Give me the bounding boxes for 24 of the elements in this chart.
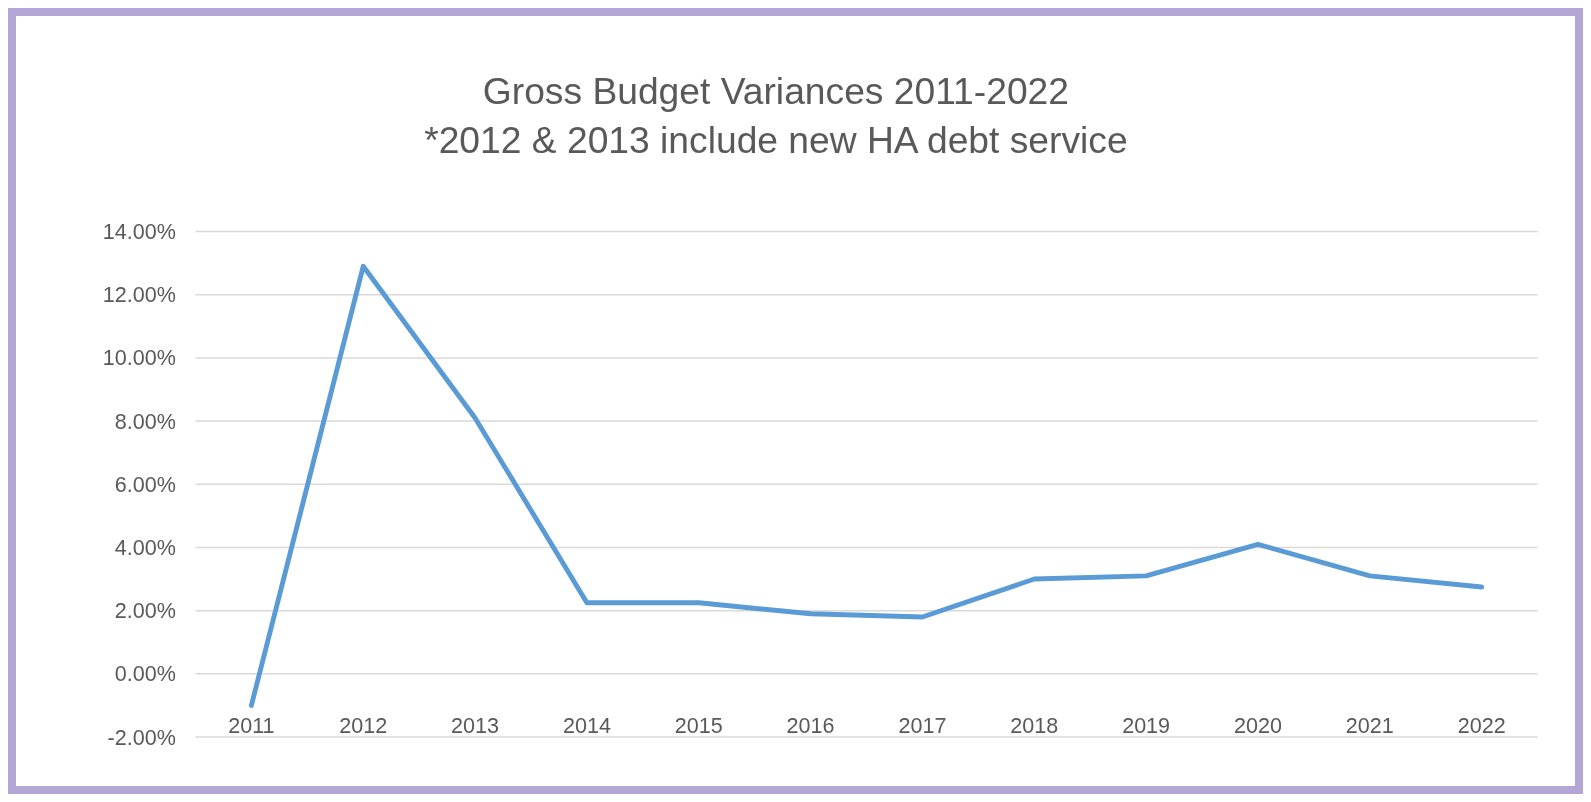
y-tick-label: 2.00% [114,598,176,624]
y-tick-label: 6.00% [114,471,176,497]
x-tick-label: 2015 [674,712,723,738]
x-tick-label: 2012 [339,712,388,738]
x-tick-label: 2014 [562,712,611,738]
x-tick-label: 2021 [1345,712,1394,738]
x-tick-label: 2020 [1234,712,1282,738]
x-tick-label: 2016 [786,712,835,738]
x-tick-label: 2013 [451,712,500,738]
y-tick-label: 14.00% [102,219,176,245]
y-tick-label: 12.00% [102,282,176,308]
x-tick-label: 2017 [898,712,947,738]
y-tick-label: 0.00% [114,661,176,687]
y-tick-label: 10.00% [102,345,176,371]
y-tick-label: 4.00% [114,535,176,560]
y-tick-label: -2.00% [107,724,176,750]
chart-subtitle: *2012 & 2013 include new HA debt service [424,119,1128,162]
chart-title: Gross Budget Variances 2011-2022 [482,70,1070,113]
y-tick-label: 8.00% [114,408,176,434]
x-tick-label: 2022 [1457,712,1506,738]
x-tick-label: 2018 [1010,712,1059,738]
x-tick-label: 2011 [228,712,275,738]
x-tick-label: 2019 [1122,712,1171,738]
line-series [248,263,1485,708]
